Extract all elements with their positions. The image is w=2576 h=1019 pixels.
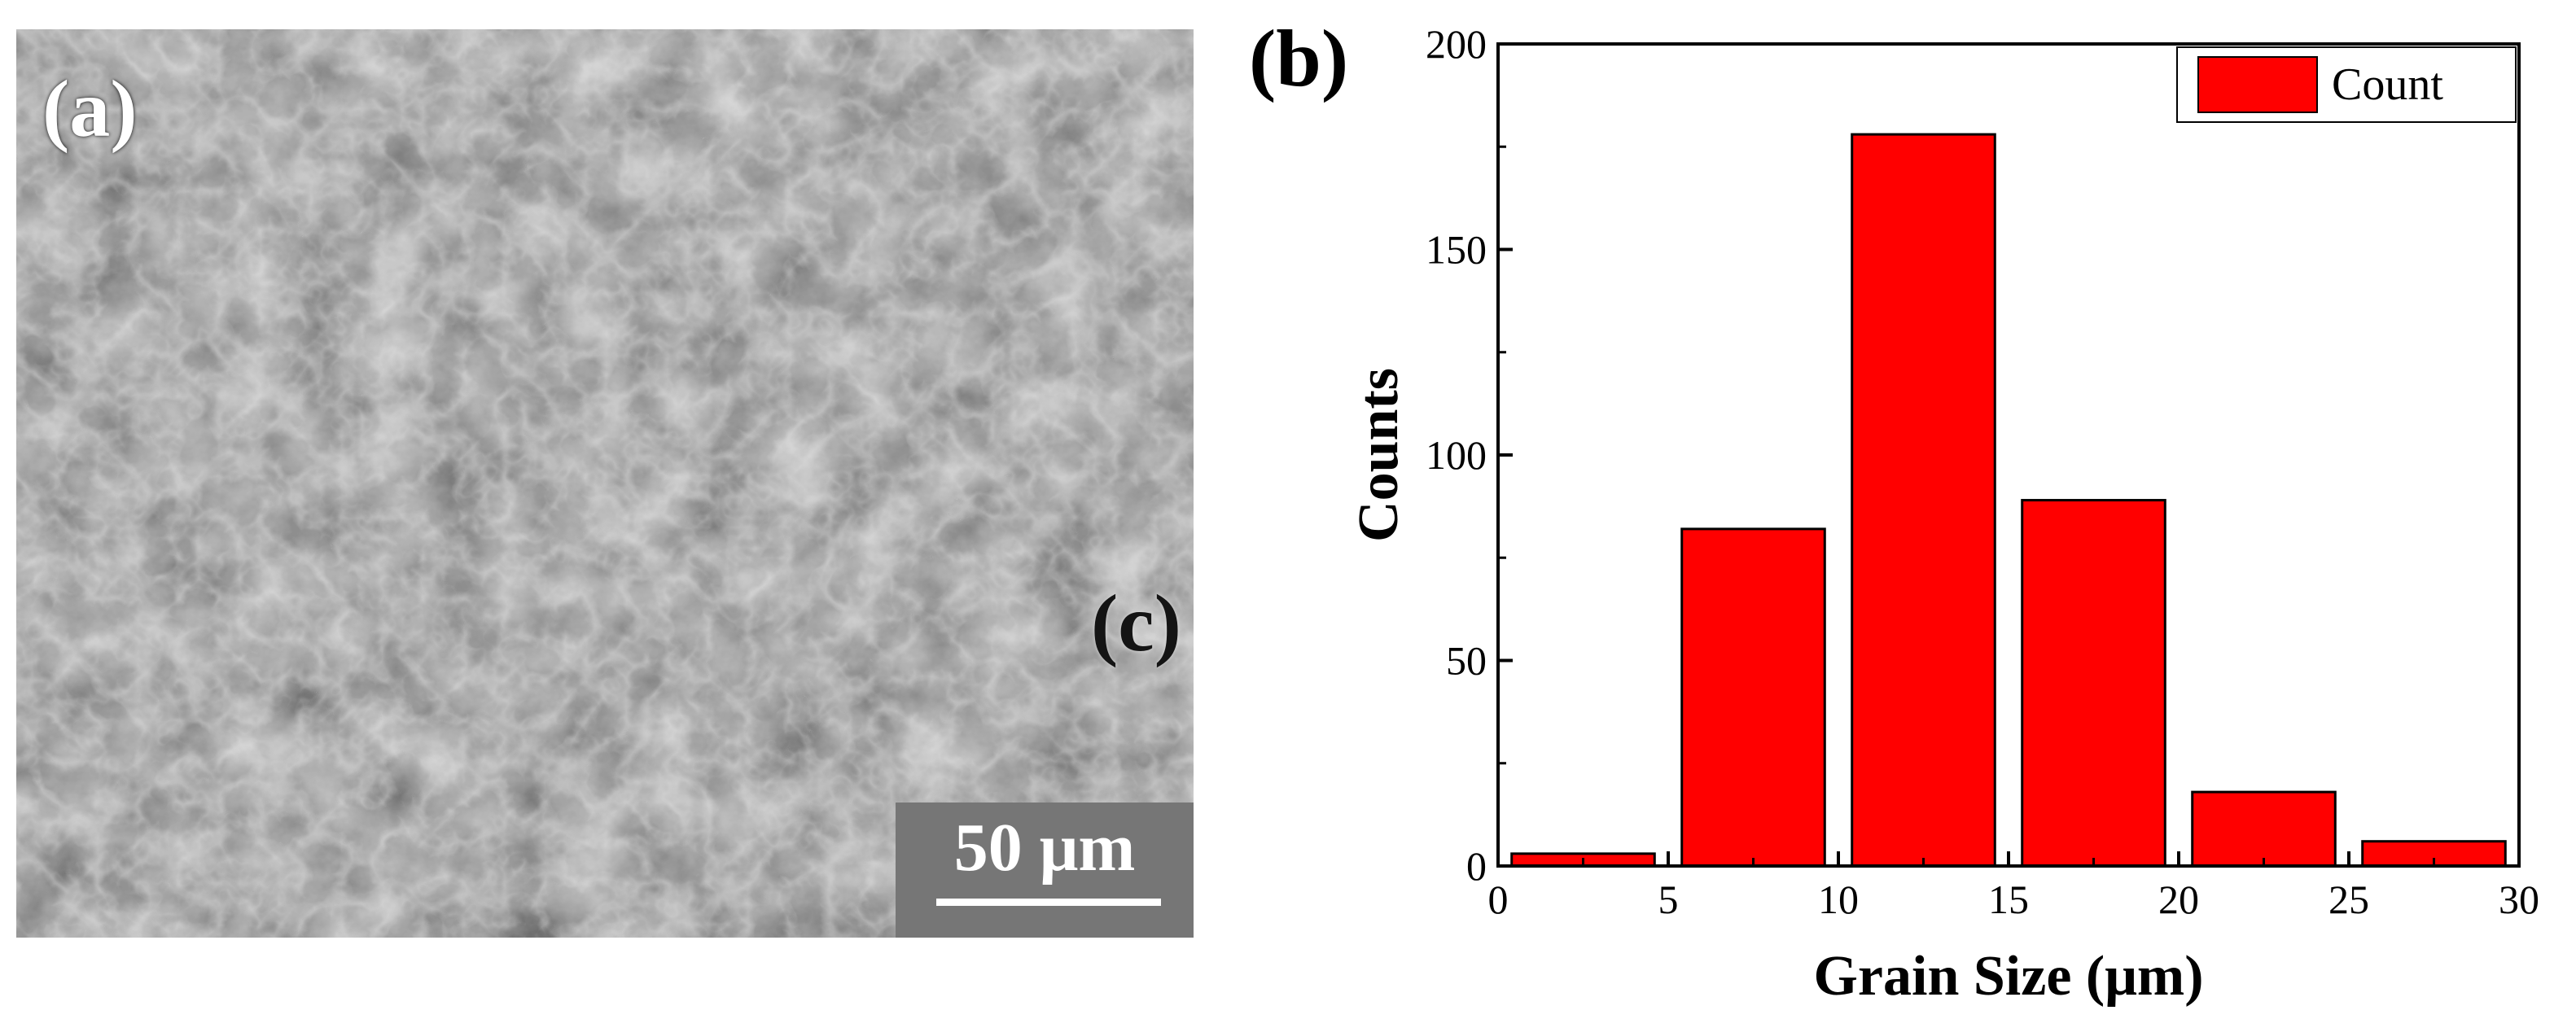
y-axis-title: Counts bbox=[1347, 368, 1410, 542]
y-tick-label: 150 bbox=[1426, 227, 1487, 273]
x-tick-label: 20 bbox=[2158, 877, 2199, 922]
scale-bar-label: 50 μm bbox=[953, 810, 1136, 886]
x-tick-label: 30 bbox=[2499, 877, 2539, 922]
legend: Count bbox=[2176, 46, 2517, 123]
x-tick-label: 0 bbox=[1488, 877, 1509, 922]
legend-swatch bbox=[2197, 56, 2318, 113]
plot-frame bbox=[1496, 42, 2521, 868]
x-tick-label: 25 bbox=[2328, 877, 2369, 922]
grain-size-histogram: 0 5 10 15 20 25 30 0 50 100 150 200 Grain Size (μm)… bbox=[1347, 21, 2539, 1008]
inset-region-label: (c) bbox=[1091, 578, 1181, 668]
panel-b-label: (b) bbox=[1249, 13, 1349, 103]
sem-image-panel: (a) (c) 50 μm bbox=[16, 29, 1194, 938]
y-tick-label: 50 bbox=[1446, 638, 1487, 684]
bar bbox=[1680, 527, 1826, 868]
x-axis-title: Grain Size (μm) bbox=[1813, 945, 2203, 1008]
y-tick-label: 200 bbox=[1426, 21, 1487, 67]
bars-layer bbox=[1510, 133, 2507, 868]
x-tick-label: 10 bbox=[1818, 877, 1859, 922]
bar bbox=[1851, 133, 1996, 868]
scale-bar-line bbox=[936, 899, 1161, 906]
axes-layer bbox=[1496, 42, 2521, 868]
x-tick-label: 5 bbox=[1658, 877, 1679, 922]
panel-a-label: (a) bbox=[42, 63, 138, 154]
histogram-panel: (b) 0 5 10 15 20 25 30 0 50 100 150 200 Grain Size … bbox=[1213, 0, 2576, 1019]
y-tick-label: 100 bbox=[1426, 432, 1487, 478]
sem-micrograph bbox=[16, 29, 1194, 938]
legend-label: Count bbox=[2332, 59, 2443, 110]
bar bbox=[2191, 790, 2337, 868]
y-tick-label: 0 bbox=[1466, 843, 1487, 889]
x-tick-label: 15 bbox=[1988, 877, 2029, 922]
bar bbox=[2021, 499, 2166, 868]
ticks-layer: 0 5 10 15 20 25 30 0 50 100 150 200 bbox=[1426, 21, 2539, 922]
scale-bar-box: 50 μm bbox=[896, 803, 1194, 938]
